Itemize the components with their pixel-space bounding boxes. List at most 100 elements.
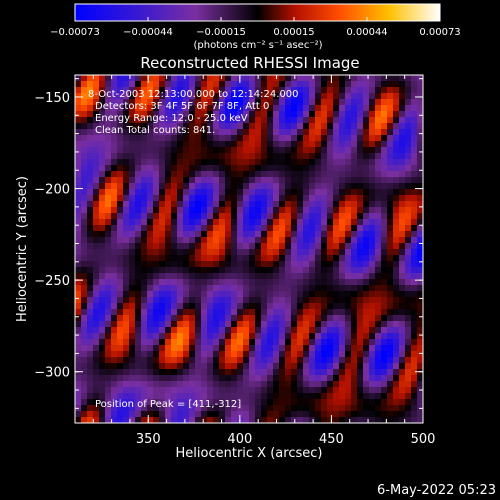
heatmap-cell bbox=[243, 225, 250, 232]
heatmap-cell bbox=[153, 369, 160, 376]
heatmap-cell bbox=[321, 111, 328, 118]
heatmap-cell bbox=[309, 291, 316, 298]
heatmap-cell bbox=[351, 123, 358, 130]
heatmap-cell bbox=[159, 135, 166, 142]
heatmap-cell bbox=[315, 357, 322, 364]
heatmap-cell bbox=[321, 363, 328, 370]
heatmap-cell bbox=[417, 219, 423, 226]
heatmap-cell bbox=[153, 399, 160, 406]
heatmap-cell bbox=[75, 195, 82, 202]
heatmap-cell bbox=[171, 399, 178, 406]
heatmap-cell bbox=[267, 417, 274, 423]
heatmap-cell bbox=[111, 171, 118, 178]
heatmap-cell bbox=[267, 177, 274, 184]
heatmap-cell bbox=[147, 219, 154, 226]
heatmap-cell bbox=[177, 357, 184, 364]
heatmap-cell bbox=[417, 285, 423, 292]
heatmap-cell bbox=[105, 225, 112, 232]
heatmap-cell bbox=[117, 405, 124, 412]
heatmap-cell bbox=[123, 225, 130, 232]
heatmap-cell bbox=[183, 297, 190, 304]
heatmap-cell bbox=[171, 303, 178, 310]
heatmap-cell bbox=[339, 387, 346, 394]
heatmap-cell bbox=[369, 177, 376, 184]
heatmap-cell bbox=[327, 111, 334, 118]
heatmap-cell bbox=[363, 81, 370, 88]
heatmap-cell bbox=[135, 195, 142, 202]
heatmap-cell bbox=[321, 267, 328, 274]
heatmap-cell bbox=[81, 321, 88, 328]
heatmap-cell bbox=[279, 339, 286, 346]
heatmap-cell bbox=[177, 255, 184, 262]
heatmap-cell bbox=[81, 297, 88, 304]
heatmap-cell bbox=[345, 309, 352, 316]
heatmap-cell bbox=[153, 201, 160, 208]
heatmap-cell bbox=[315, 285, 322, 292]
heatmap-cell bbox=[327, 345, 334, 352]
heatmap-cell bbox=[189, 135, 196, 142]
heatmap-cell bbox=[135, 201, 142, 208]
heatmap-cell bbox=[105, 297, 112, 304]
heatmap-cell bbox=[99, 381, 106, 388]
heatmap-cell bbox=[255, 243, 262, 250]
heatmap-cell bbox=[285, 123, 292, 130]
heatmap-cell bbox=[327, 153, 334, 160]
heatmap-cell bbox=[141, 357, 148, 364]
heatmap-cell bbox=[417, 249, 423, 256]
heatmap-cell bbox=[387, 249, 394, 256]
heatmap-cell bbox=[393, 327, 400, 334]
heatmap-cell bbox=[99, 303, 106, 310]
heatmap-cell bbox=[339, 333, 346, 340]
heatmap-cell bbox=[201, 345, 208, 352]
heatmap-cell bbox=[207, 315, 214, 322]
heatmap-cell bbox=[195, 129, 202, 136]
heatmap-cell bbox=[315, 99, 322, 106]
heatmap-cell bbox=[327, 159, 334, 166]
heatmap-cell bbox=[345, 297, 352, 304]
heatmap-cell bbox=[117, 183, 124, 190]
heatmap-cell bbox=[243, 315, 250, 322]
heatmap-cell bbox=[345, 405, 352, 412]
heatmap-cell bbox=[351, 279, 358, 286]
heatmap-cell bbox=[111, 339, 118, 346]
heatmap-cell bbox=[399, 375, 406, 382]
heatmap-cell bbox=[255, 111, 262, 118]
heatmap-cell bbox=[369, 81, 376, 88]
heatmap-cell bbox=[267, 255, 274, 262]
heatmap-cell bbox=[393, 75, 400, 82]
heatmap-cell bbox=[327, 375, 334, 382]
heatmap-cell bbox=[285, 375, 292, 382]
heatmap-cell bbox=[303, 171, 310, 178]
heatmap-cell bbox=[381, 381, 388, 388]
heatmap-cell bbox=[153, 375, 160, 382]
heatmap-cell bbox=[81, 279, 88, 286]
heatmap-cell bbox=[159, 309, 166, 316]
heatmap-cell bbox=[207, 219, 214, 226]
heatmap-cell bbox=[141, 273, 148, 280]
heatmap-cell bbox=[117, 195, 124, 202]
heatmap-cell bbox=[105, 393, 112, 400]
heatmap-cell bbox=[249, 117, 256, 124]
heatmap-cell bbox=[105, 213, 112, 220]
heatmap-cell bbox=[105, 291, 112, 298]
heatmap-cell bbox=[189, 219, 196, 226]
heatmap-cell bbox=[345, 237, 352, 244]
heatmap-cell bbox=[165, 345, 172, 352]
heatmap-cell bbox=[345, 303, 352, 310]
heatmap-cell bbox=[249, 123, 256, 130]
heatmap-cell bbox=[351, 375, 358, 382]
heatmap-cell bbox=[237, 285, 244, 292]
heatmap-cell bbox=[381, 291, 388, 298]
heatmap-cell bbox=[93, 351, 100, 358]
heatmap-cell bbox=[411, 81, 418, 88]
heatmap-cell bbox=[279, 225, 286, 232]
heatmap-cell bbox=[201, 327, 208, 334]
heatmap-cell bbox=[405, 219, 412, 226]
heatmap-cell bbox=[123, 237, 130, 244]
heatmap-cell bbox=[87, 153, 94, 160]
heatmap-cell bbox=[351, 75, 358, 82]
heatmap-cell bbox=[399, 123, 406, 130]
heatmap-cell bbox=[141, 411, 148, 418]
heatmap-cell bbox=[351, 357, 358, 364]
heatmap-cell bbox=[105, 237, 112, 244]
